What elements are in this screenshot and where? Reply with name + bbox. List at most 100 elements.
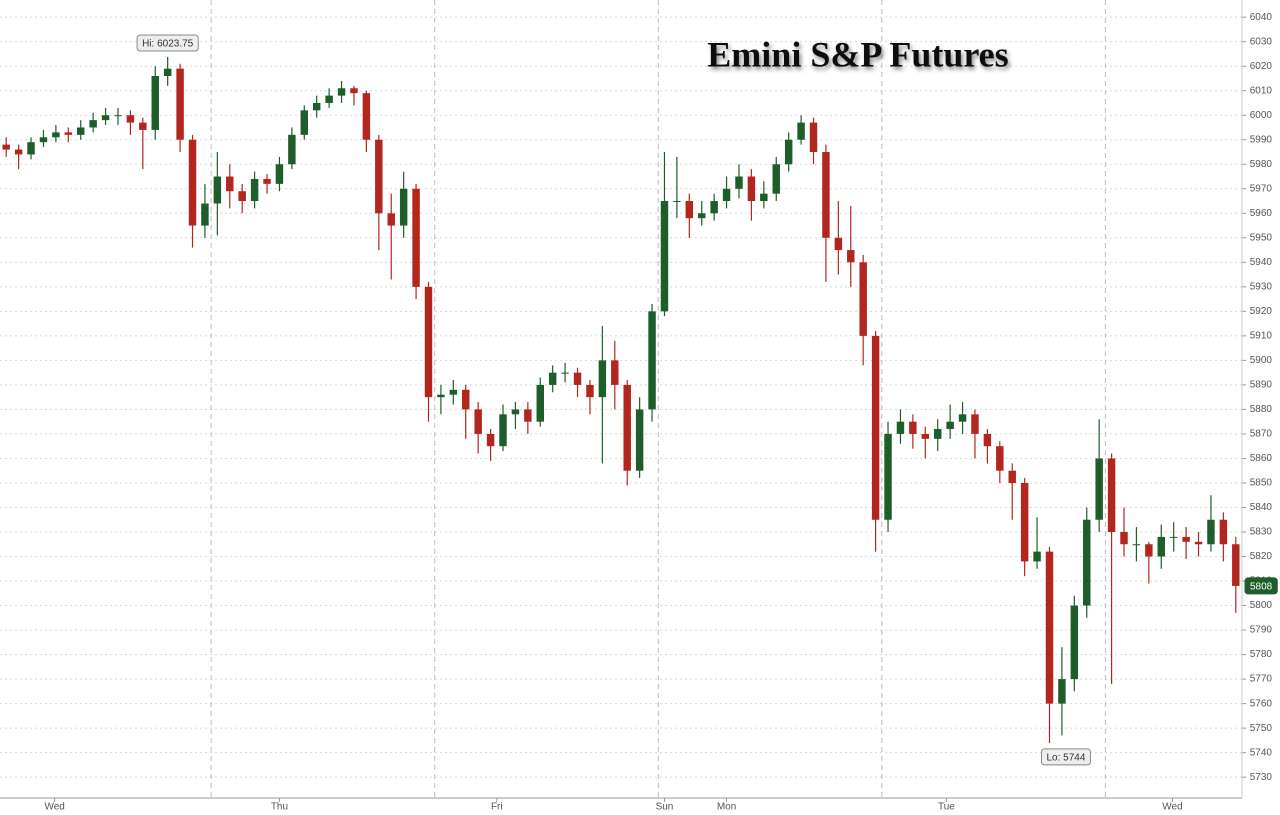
candle-body bbox=[139, 122, 147, 130]
candle-body bbox=[474, 409, 482, 434]
candle-body bbox=[201, 203, 209, 226]
candle-body bbox=[1232, 544, 1240, 586]
candle-body bbox=[462, 389, 470, 410]
x-tick-label: Wed bbox=[44, 802, 64, 813]
candle-body bbox=[548, 372, 557, 385]
candle-body bbox=[760, 193, 768, 202]
candle-body bbox=[834, 237, 843, 251]
candle-body bbox=[449, 389, 458, 395]
y-tick-label: 5760 bbox=[1250, 698, 1273, 709]
candle-body bbox=[623, 384, 631, 471]
chart-title: Emini S&P Futures bbox=[707, 34, 1008, 74]
lo-annotation-text: Lo: 5744 bbox=[1046, 752, 1085, 763]
candle-body bbox=[1157, 536, 1165, 557]
candle-body bbox=[14, 149, 23, 155]
candle-body bbox=[114, 115, 122, 117]
candle-body bbox=[797, 122, 805, 140]
y-tick-label: 5870 bbox=[1250, 429, 1273, 440]
candle-body bbox=[499, 414, 507, 447]
candle-body bbox=[561, 372, 569, 374]
candle-body bbox=[710, 201, 718, 214]
y-tick-label: 5950 bbox=[1250, 232, 1273, 243]
lo-annotation-box bbox=[1040, 748, 1091, 766]
candle-body bbox=[598, 360, 607, 398]
candle-body bbox=[735, 176, 743, 189]
candle-body bbox=[1045, 551, 1054, 704]
candle-body bbox=[2, 144, 10, 150]
y-tick-label: 5850 bbox=[1250, 478, 1273, 489]
y-tick-label: 5740 bbox=[1250, 747, 1273, 758]
last-price-tag-text: 5808 bbox=[1250, 582, 1273, 593]
y-tick-label: 5840 bbox=[1250, 502, 1273, 513]
y-tick-label: 5960 bbox=[1250, 208, 1273, 219]
candle-body bbox=[1132, 544, 1141, 546]
y-tick-label: 5860 bbox=[1250, 453, 1273, 464]
candle-body bbox=[1120, 532, 1128, 545]
x-tick-label: Mon bbox=[717, 802, 736, 813]
candle-body bbox=[958, 414, 967, 422]
y-tick-label: 5910 bbox=[1250, 331, 1273, 342]
candle-body bbox=[350, 88, 358, 94]
y-tick-label: 5780 bbox=[1250, 649, 1273, 660]
candle-body bbox=[263, 178, 271, 184]
candle-body bbox=[884, 433, 892, 520]
candle-body bbox=[847, 250, 855, 263]
candle-layer bbox=[2, 57, 1240, 743]
y-tick-label: 5800 bbox=[1250, 600, 1273, 611]
candle-body bbox=[64, 132, 73, 135]
candle-body bbox=[213, 176, 222, 204]
candle-body bbox=[536, 384, 544, 422]
candle-body bbox=[188, 139, 197, 226]
lo-annotation: Lo: 5744 bbox=[1040, 748, 1091, 766]
candle-body bbox=[1083, 519, 1091, 606]
candle-body bbox=[1194, 541, 1203, 545]
candle-body bbox=[250, 178, 259, 202]
candle-body bbox=[77, 127, 85, 135]
candle-body bbox=[312, 102, 321, 111]
candle-body bbox=[611, 360, 619, 385]
candle-body bbox=[337, 88, 346, 96]
candle-body bbox=[1095, 458, 1103, 520]
y-tick-label: 5940 bbox=[1250, 257, 1273, 268]
candle-body bbox=[772, 164, 780, 194]
candle-body bbox=[511, 409, 520, 415]
candle-body bbox=[163, 68, 172, 76]
y-tick-label: 5820 bbox=[1250, 551, 1273, 562]
y-tick-label: 6030 bbox=[1250, 36, 1273, 47]
candle-body bbox=[747, 176, 756, 202]
y-tick-label: 5790 bbox=[1250, 625, 1273, 636]
candle-body bbox=[437, 394, 445, 398]
candle-body bbox=[1008, 470, 1016, 483]
candle-body bbox=[573, 372, 582, 385]
candle-body bbox=[1182, 536, 1190, 542]
y-tick-label: 5990 bbox=[1250, 134, 1273, 145]
candle-body bbox=[586, 384, 594, 398]
candle-body bbox=[635, 409, 644, 471]
candle-body bbox=[996, 446, 1004, 471]
y-tick-label: 6020 bbox=[1250, 61, 1273, 72]
candle-body bbox=[648, 311, 656, 410]
candle-body bbox=[387, 213, 395, 226]
candle-body bbox=[52, 132, 60, 138]
candle-body bbox=[933, 429, 942, 439]
x-tick-label: Fri bbox=[491, 802, 503, 813]
candle-body bbox=[784, 139, 793, 165]
candle-body bbox=[673, 201, 681, 203]
candle-body bbox=[1219, 519, 1228, 545]
candle-body bbox=[859, 262, 867, 336]
last-price-tag: 5808 bbox=[1244, 577, 1278, 595]
candle-body bbox=[524, 409, 532, 422]
candle-body bbox=[375, 139, 383, 214]
candle-body bbox=[1145, 544, 1153, 557]
y-tick-label: 6040 bbox=[1250, 12, 1273, 23]
x-tick-label: Tue bbox=[938, 802, 955, 813]
candle-body bbox=[983, 433, 992, 447]
candle-body bbox=[226, 176, 234, 192]
candle-body bbox=[412, 188, 420, 287]
candle-body bbox=[946, 421, 954, 430]
y-tick-label: 5890 bbox=[1250, 380, 1273, 391]
candle-body bbox=[685, 201, 694, 219]
candle-body bbox=[362, 93, 371, 140]
last-price-tag-box bbox=[1244, 577, 1278, 595]
